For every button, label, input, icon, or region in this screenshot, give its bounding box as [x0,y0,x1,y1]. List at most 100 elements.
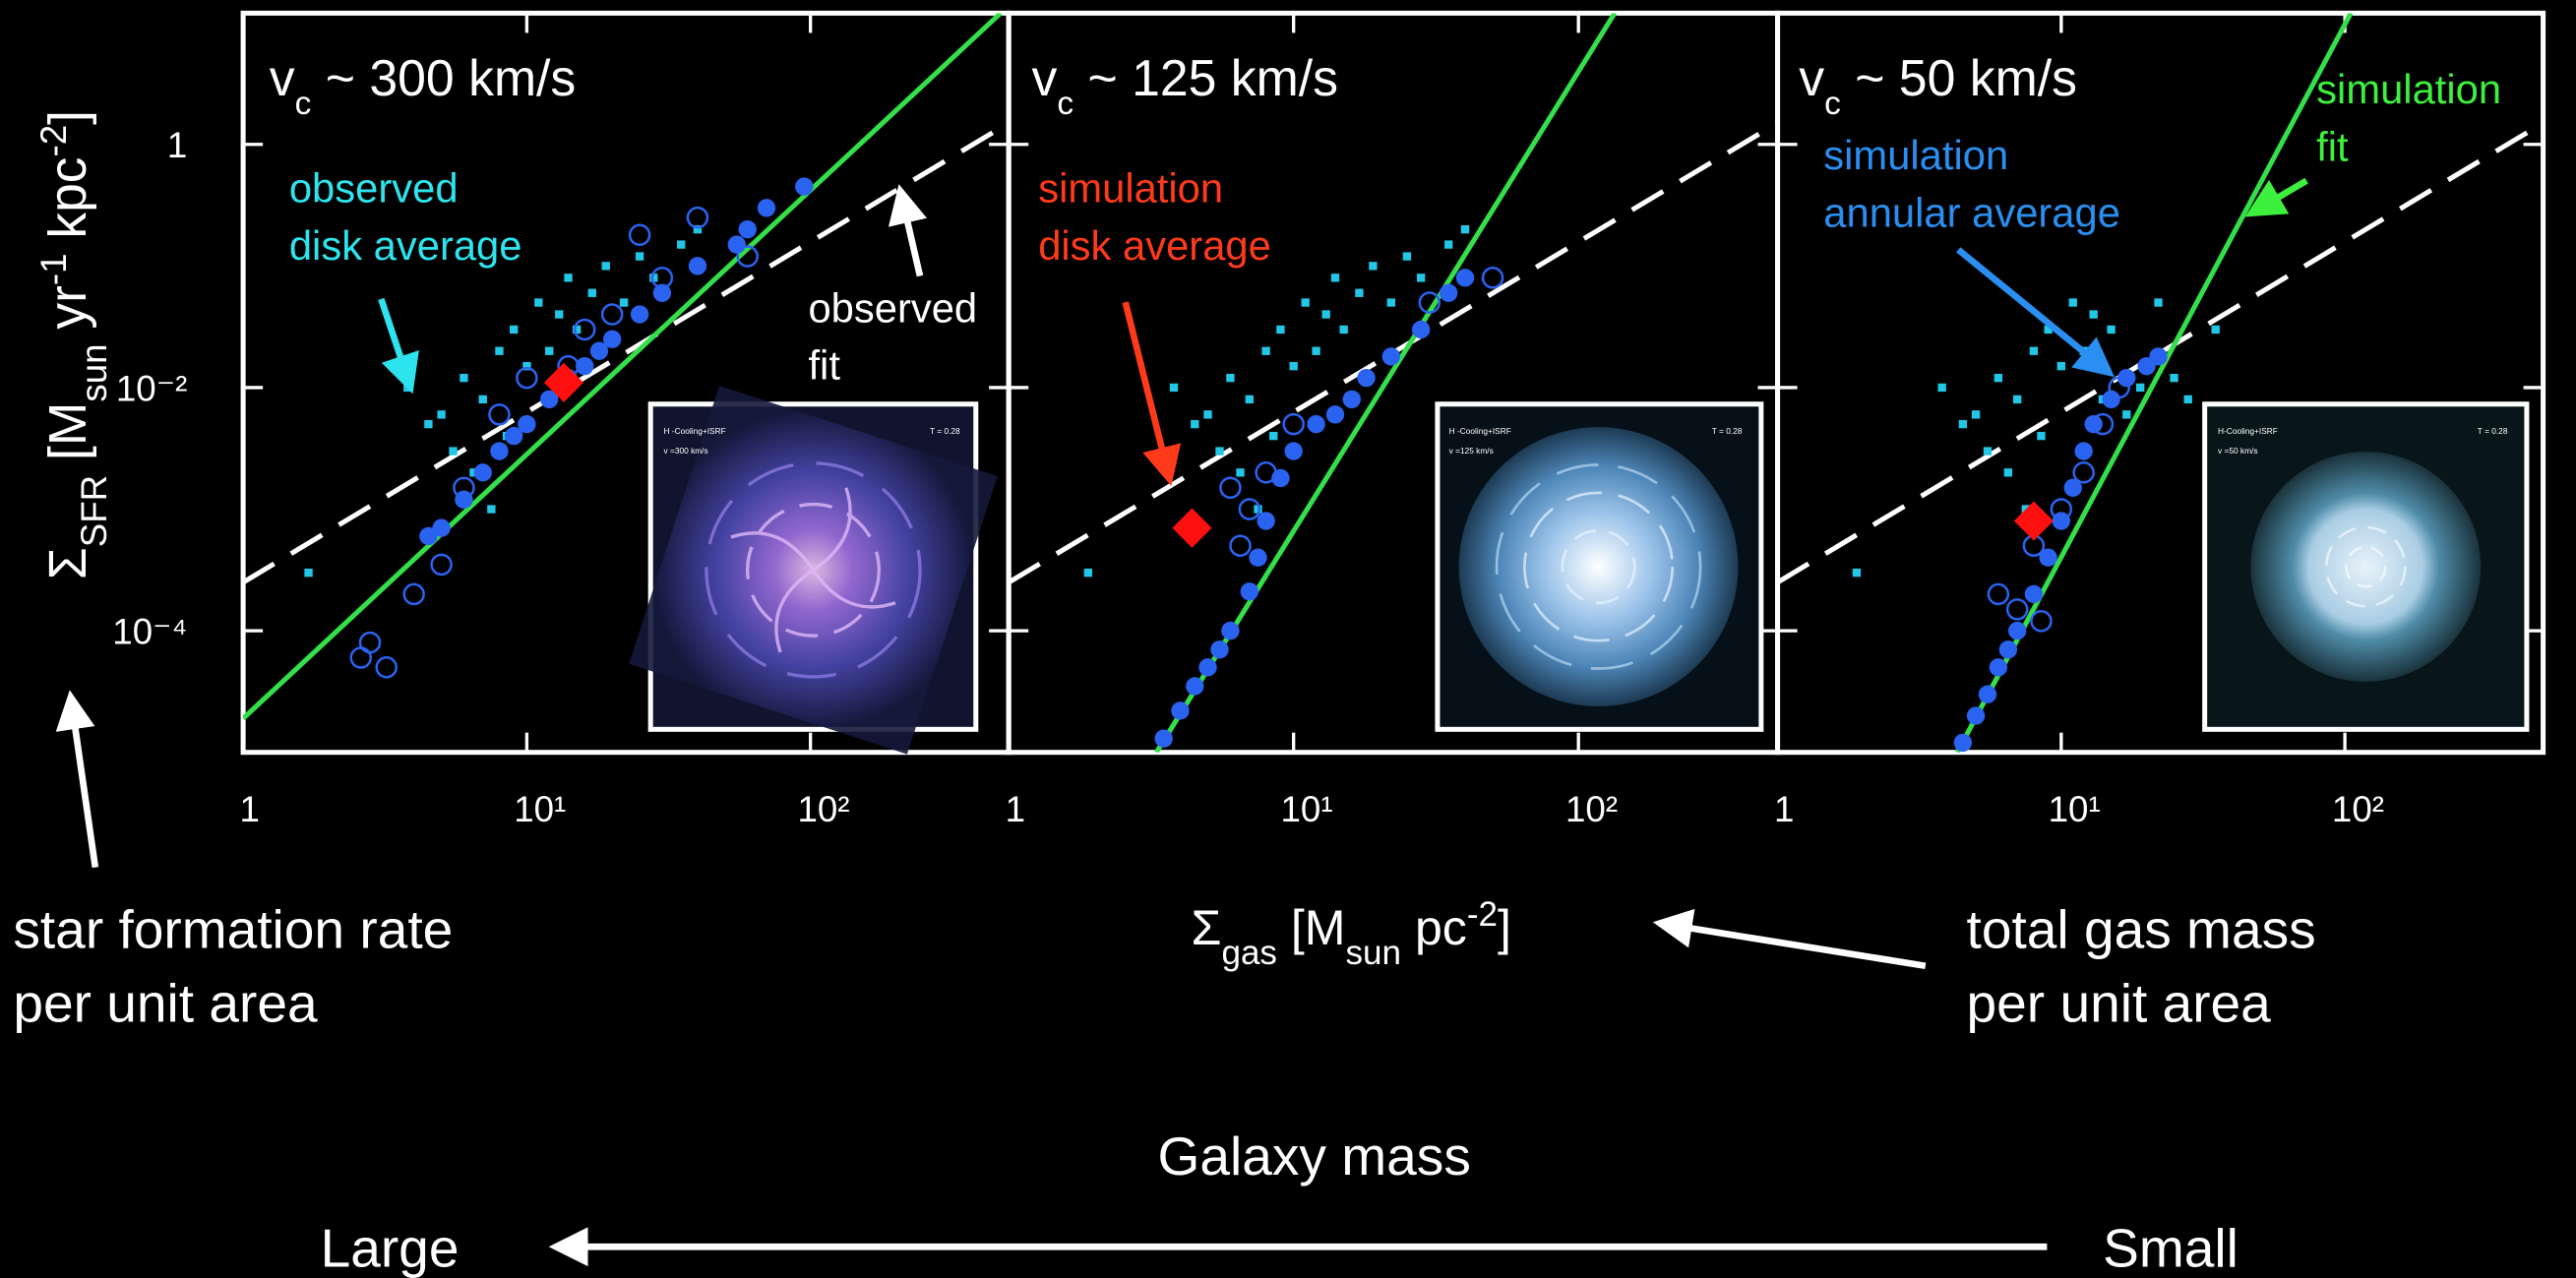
point [589,341,609,360]
label-part: -2 [32,125,73,157]
point [693,224,703,234]
point [2013,395,2022,404]
point [677,240,686,249]
label-part: SFR [73,475,113,547]
point [1276,325,1285,335]
point [1355,288,1364,297]
point [1416,274,1426,282]
point [1444,240,1453,249]
point [1215,447,1224,456]
point [555,310,564,319]
point [757,199,776,217]
point [1958,419,1968,429]
explanation: per unit area [13,973,318,1034]
point [2136,383,2145,393]
point [516,366,538,390]
point [1325,405,1345,424]
observed-fit-line [1777,120,2544,585]
point [2107,325,2116,335]
point [1226,373,1235,383]
annotation: disk average [289,222,522,269]
point [795,177,814,196]
point [1271,468,1290,488]
annotation: fit [2316,124,2349,170]
point [460,373,468,383]
x-tick-label: 10¹ [1280,789,1332,829]
point [1312,346,1320,355]
explanations: star formation rate per unit area total … [13,690,2316,1278]
inset: H -Cooling+ISRF v =300 km/s T = 0.28 [629,386,998,755]
point [473,463,492,482]
point [1993,373,2003,383]
point [2007,621,2027,640]
point [375,656,399,679]
label-part: sun [1346,934,1402,972]
title-part: v [1799,49,1824,106]
point [1221,621,1240,640]
point [1966,706,1986,725]
label-part: yr [39,285,97,343]
point [1236,468,1245,477]
inset-label: T = 0.28 [1712,426,1743,436]
point [518,414,536,434]
point [2021,505,2030,514]
label-part: ] [1498,900,1511,955]
point [1339,325,1348,335]
point [2063,478,2082,497]
title-part: ~ 125 km/s [1073,49,1338,106]
point [630,305,649,324]
arrow [1956,247,2115,378]
point [1455,269,1475,287]
point [419,526,438,546]
point [738,219,757,239]
point [1269,431,1278,441]
arrow [378,297,419,395]
point [1257,512,1275,530]
point [2072,461,2095,484]
point [1418,291,1441,314]
panel-title: vc ~ 50 km/s [1799,49,2077,122]
point [2024,584,2044,604]
point [635,252,644,261]
point [2056,361,2066,371]
x-axis-label: Σgas [Msun pc-2] [1191,895,1510,972]
label-part: -2 [1467,895,1498,934]
point [1321,310,1330,319]
label-part: Σ [1191,900,1221,955]
point [628,223,651,247]
point [1307,414,1325,434]
point [1460,224,1470,234]
point [490,442,509,460]
explanation: per unit area [1967,973,2272,1034]
point [576,356,594,376]
label-part: sun [73,343,113,401]
x-tick-label: 10¹ [2049,789,2101,829]
point [1245,395,1255,404]
annotations: observed disk average observed fit simul… [289,66,2501,487]
point [522,361,531,371]
point [1998,640,2018,659]
point [1989,658,2008,677]
point [469,468,478,477]
point [1357,368,1376,388]
title-part: ~ 300 km/s [311,49,576,106]
x-tick-label: 1 [1774,789,1794,829]
point [736,245,759,268]
point [432,518,451,537]
title-part: v [270,49,295,106]
label-part: kpc [39,157,97,254]
point [2117,368,2136,388]
point [1381,347,1400,366]
point [1172,508,1212,548]
point [1369,262,1378,271]
title-part: ~ 50 km/s [1841,49,2077,106]
point [1191,419,1199,429]
x-tick-label: 1 [1006,789,1025,829]
y-tick-label: 10⁻² [116,368,187,408]
point [349,646,373,669]
panel-title: vc ~ 125 km/s [1032,49,1339,122]
point [2149,347,2168,366]
panel-data [1009,13,1778,753]
point [545,346,554,355]
label-part: gas [1221,934,1277,972]
